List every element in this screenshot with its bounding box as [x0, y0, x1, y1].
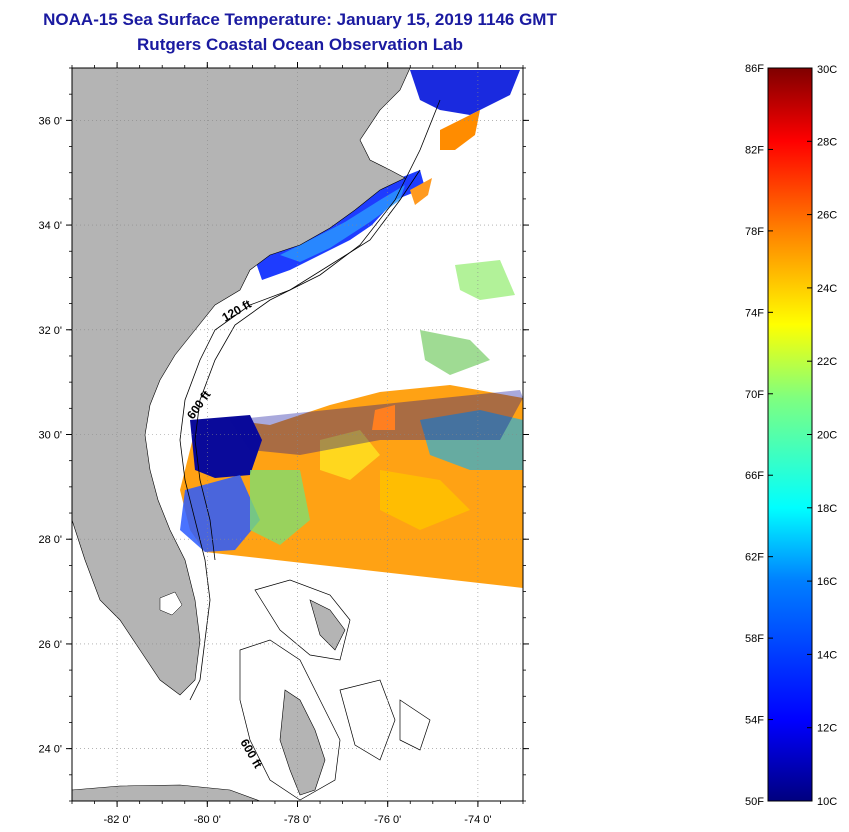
colorbar-label-c: 24C [817, 283, 837, 295]
colorbar-label-c: 22C [817, 356, 837, 368]
colorbar-label-c: 30C [817, 64, 837, 76]
colorbar-label-c: 28C [817, 136, 837, 148]
map-axes: 36 0' 34 0' 32 0' 30 0' 28 0' 26 0' 24 0' -82 0… [38, 62, 529, 826]
lat-label: 30 0' [38, 430, 62, 442]
lat-label: 34 0' [38, 220, 62, 232]
colorbar-label-f: 74F [745, 307, 764, 319]
colorbar [767, 67, 813, 802]
colorbar-label-f: 70F [745, 389, 764, 401]
colorbar-label-f: 58F [745, 633, 764, 645]
lake-okeechobee [159, 591, 183, 616]
lat-label: 36 0' [38, 115, 62, 127]
land-bahamas-abaco [309, 599, 346, 651]
colorbar-label-c: 18C [817, 503, 837, 515]
colorbar-label-f: 62F [745, 552, 764, 564]
lon-label: -82 0' [104, 814, 131, 826]
lon-label: -74 0' [464, 814, 491, 826]
colorbar-label-f: 54F [745, 715, 764, 727]
colorbar-label-c: 26C [817, 210, 837, 222]
map-subtitle: Rutgers Coastal Ocean Observation Lab [137, 35, 463, 54]
colorbar-label-c: 16C [817, 576, 837, 588]
map-plot-area [72, 68, 523, 801]
land-us-east-coast [72, 68, 411, 696]
colorbar-label-c: 20C [817, 430, 837, 442]
lat-label: 24 0' [38, 744, 62, 756]
colorbar-label-c: 12C [817, 723, 837, 735]
lat-label: 28 0' [38, 534, 62, 546]
colorbar-label-f: 78F [745, 226, 764, 238]
colorbar-label-c: 14C [817, 649, 837, 661]
contour-bahamas [239, 579, 431, 801]
lat-label: 32 0' [38, 325, 62, 337]
contour-120ft [179, 169, 421, 701]
colorbar-label-f: 86F [745, 63, 764, 75]
lat-label: 26 0' [38, 639, 62, 651]
colorbar-label-f: 66F [745, 470, 764, 482]
contour-600ft [194, 99, 441, 561]
lon-label: -78 0' [284, 814, 311, 826]
map-title: NOAA-15 Sea Surface Temperature: January… [43, 10, 557, 29]
colorbar-label-f: 82F [745, 144, 764, 156]
land-cuba [72, 784, 261, 801]
colorbar-label-c: 10C [817, 796, 837, 808]
sst-swath [180, 70, 523, 588]
lon-label: -80 0' [194, 814, 221, 826]
colorbar-scale: 30C 28C 26C 24C 22C 20C 18C 16C 14C 12C 10C 86F 82F 7… [745, 63, 837, 808]
lon-label: -76 0' [374, 814, 401, 826]
colorbar-label-f: 50F [745, 796, 764, 808]
land-bahamas-andros [279, 689, 326, 796]
